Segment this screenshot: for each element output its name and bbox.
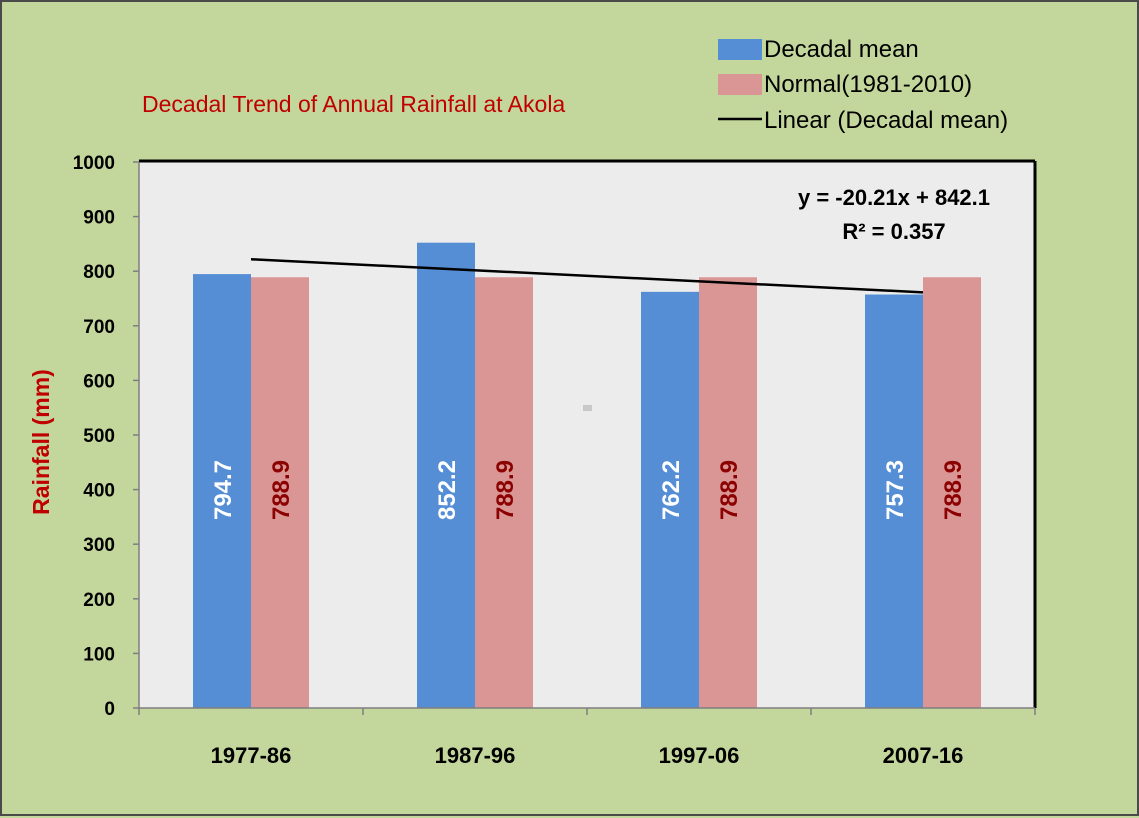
x-tick-label: 1997-06 [659, 743, 740, 768]
x-tick-label: 2007-16 [883, 743, 964, 768]
y-tick-label: 900 [83, 208, 115, 229]
y-tick-label: 500 [83, 426, 115, 447]
legend-label-normal: Normal(1981-2010) [764, 71, 972, 98]
legend-label-trend: Linear (Decadal mean) [764, 107, 1008, 134]
bar-decadal-mean [641, 291, 699, 708]
legend-label-decadal-mean: Decadal mean [764, 36, 919, 63]
y-tick-label: 400 [83, 481, 115, 502]
y-axis-ticks: 0 100 200 300 400 500 600 700 800 900 1000 [73, 153, 139, 720]
bar-normal [475, 277, 533, 708]
trend-r-squared: R² = 0.357 [842, 219, 945, 244]
y-tick-label: 700 [83, 317, 115, 338]
y-tick-label: 0 [104, 699, 115, 720]
y-axis-label: Rainfall (mm) [28, 369, 54, 515]
x-axis-ticks [138, 708, 1036, 715]
legend-swatch-normal [718, 74, 762, 95]
bar-normal [699, 277, 757, 708]
y-tick-label: 800 [83, 262, 115, 283]
y-tick-label: 100 [83, 644, 115, 665]
bar-decadal-mean [417, 242, 475, 709]
data-label-decadal-mean: 794.7 [210, 460, 237, 520]
data-label-normal: 788.9 [940, 460, 967, 520]
data-label-normal: 788.9 [268, 460, 295, 520]
trendline [250, 257, 924, 294]
bar-labels: 794.7 788.9 852.2 788.9 762.2 788.9 757.3 788.9 [210, 460, 967, 520]
legend-swatch-decadal-mean [718, 39, 762, 60]
trend-equation: y = -20.21x + 842.1 [798, 185, 990, 210]
bar-decadal-mean [193, 274, 251, 708]
data-label-decadal-mean: 852.2 [434, 460, 461, 520]
x-tick-label: 1977-86 [211, 743, 292, 768]
data-label-decadal-mean: 762.2 [658, 460, 685, 520]
data-label-normal: 788.9 [492, 460, 519, 520]
bars [193, 242, 981, 709]
y-tick-label: 1000 [73, 153, 115, 174]
data-label-normal: 788.9 [716, 460, 743, 520]
x-tick-label: 1987-96 [435, 743, 516, 768]
x-axis-labels: 1977-86 1987-96 1997-06 2007-16 [211, 743, 964, 768]
y-tick-label: 200 [83, 590, 115, 611]
bar-normal [251, 277, 309, 708]
plot-marker [583, 405, 592, 411]
data-label-decadal-mean: 757.3 [882, 460, 909, 520]
y-tick-label: 600 [83, 371, 115, 392]
trendline-group [250, 257, 924, 294]
bar-normal [923, 277, 981, 708]
chart-title: Decadal Trend of Annual Rainfall at Akol… [142, 91, 565, 117]
legend: Decadal mean Normal(1981-2010) Linear (D… [718, 36, 1008, 134]
y-tick-label: 300 [83, 535, 115, 556]
bar-decadal-mean [865, 294, 923, 708]
